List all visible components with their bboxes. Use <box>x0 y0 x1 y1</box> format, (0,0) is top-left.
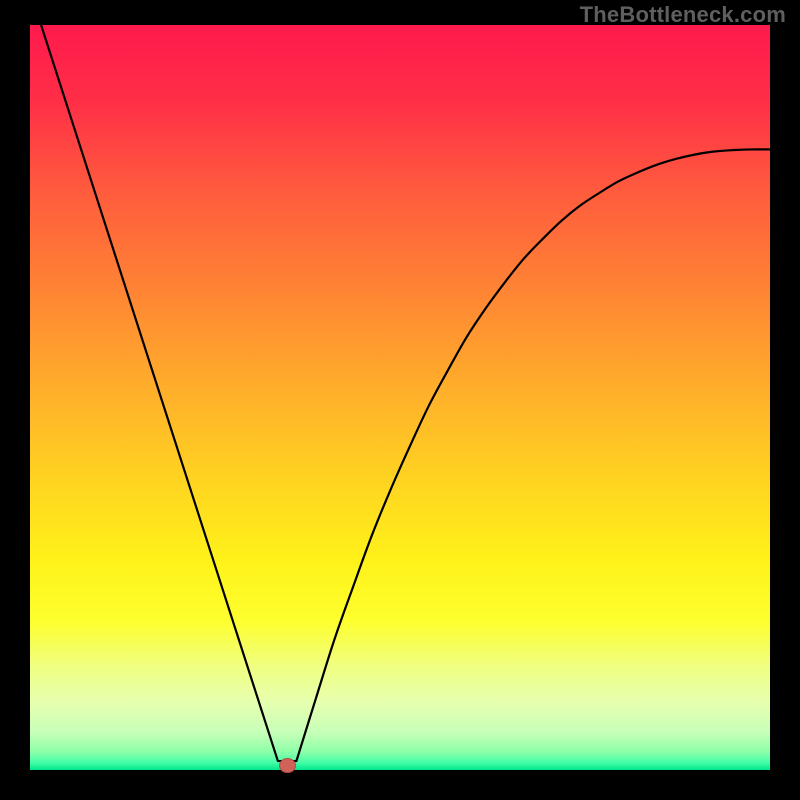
minimum-marker <box>280 759 296 773</box>
chart-svg <box>0 0 800 800</box>
watermark-text: TheBottleneck.com <box>580 2 786 28</box>
canvas: TheBottleneck.com <box>0 0 800 800</box>
plot-area-gradient <box>30 25 770 770</box>
